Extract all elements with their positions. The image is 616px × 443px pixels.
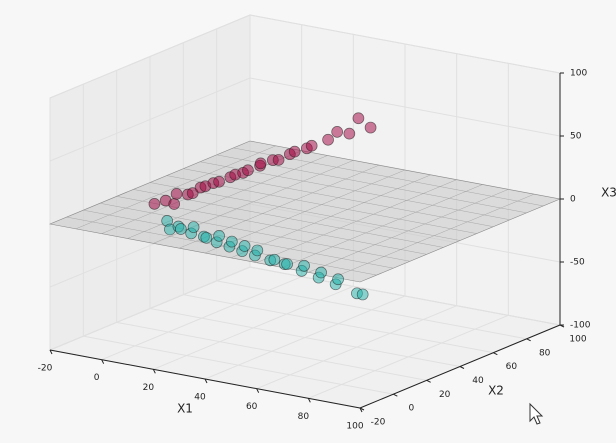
axes: -20 0 20 40 60 80 100 -20 0 20 40 60 80 100 -100 -50 0 50…	[38, 69, 591, 432]
x-tick-label: 80	[298, 412, 310, 422]
y-axis-label: X2	[488, 384, 504, 398]
y-tick-label: -20	[371, 418, 386, 428]
point	[305, 139, 318, 152]
point	[268, 253, 281, 266]
y-tick	[426, 379, 431, 383]
y-tick	[526, 338, 531, 342]
point	[315, 266, 327, 279]
points	[148, 112, 377, 301]
grid-line	[49, 14, 251, 99]
cursor	[529, 402, 544, 425]
point	[251, 244, 264, 257]
y-tick-label: 40	[472, 376, 484, 386]
point	[332, 273, 344, 286]
grid-line	[116, 321, 427, 381]
point	[148, 197, 161, 210]
x-tick-label: -20	[38, 364, 53, 374]
point	[213, 175, 225, 188]
point	[242, 164, 254, 177]
point	[331, 126, 344, 138]
point	[364, 121, 377, 134]
x-tick-label: 0	[94, 373, 100, 383]
point	[343, 127, 356, 140]
y-tick-label: 20	[439, 390, 451, 400]
plane	[48, 140, 562, 283]
y-tick	[459, 366, 465, 369]
x-tick-label: 40	[194, 393, 206, 403]
x-tick-label: 20	[143, 383, 155, 393]
x-tick-label: 60	[246, 402, 258, 412]
grid-line	[49, 266, 251, 351]
x-tick-label: 100	[346, 422, 363, 432]
x-axis-label: X1	[177, 402, 193, 416]
plane-mesh	[216, 154, 527, 214]
x-tick	[307, 398, 311, 403]
grid-line	[183, 294, 494, 354]
y-tick-label: 80	[539, 348, 551, 358]
point	[174, 223, 187, 235]
plane-mesh	[334, 193, 535, 278]
point	[225, 235, 238, 248]
point	[288, 145, 301, 158]
point	[187, 221, 200, 233]
grid-line	[83, 335, 394, 395]
z-tick-label: -50	[570, 258, 585, 268]
y-tick	[359, 407, 365, 411]
x-tick	[256, 388, 260, 393]
point	[254, 157, 267, 170]
point	[170, 188, 183, 200]
point	[168, 198, 181, 210]
z-tick-label: 100	[570, 69, 587, 79]
x-tick	[204, 378, 208, 384]
point	[352, 112, 365, 125]
point	[186, 187, 199, 199]
x-tick	[101, 359, 105, 364]
plane-mesh	[233, 147, 544, 207]
grid-line	[249, 77, 561, 137]
point	[298, 259, 310, 272]
y-tick	[393, 393, 398, 397]
z-tick-label: -100	[570, 321, 591, 331]
y-tick-label: 100	[569, 335, 586, 345]
z-tick-label: 0	[570, 195, 576, 205]
grid-line	[249, 14, 561, 74]
point	[238, 240, 251, 252]
z-tick-label: 50	[570, 132, 582, 142]
grid-line	[49, 77, 251, 162]
x-tick	[49, 349, 53, 355]
point	[356, 288, 369, 301]
y-tick-label: 60	[506, 362, 518, 372]
point	[213, 230, 225, 242]
point	[200, 231, 213, 244]
z-axis-label: X3	[601, 186, 616, 200]
point	[322, 133, 334, 146]
y-tick-label: 0	[408, 404, 414, 414]
grid-line	[216, 280, 527, 340]
y-tick	[493, 352, 498, 356]
x-tick	[152, 369, 156, 374]
grid-line	[149, 308, 461, 367]
point	[281, 258, 293, 270]
point	[272, 154, 285, 166]
